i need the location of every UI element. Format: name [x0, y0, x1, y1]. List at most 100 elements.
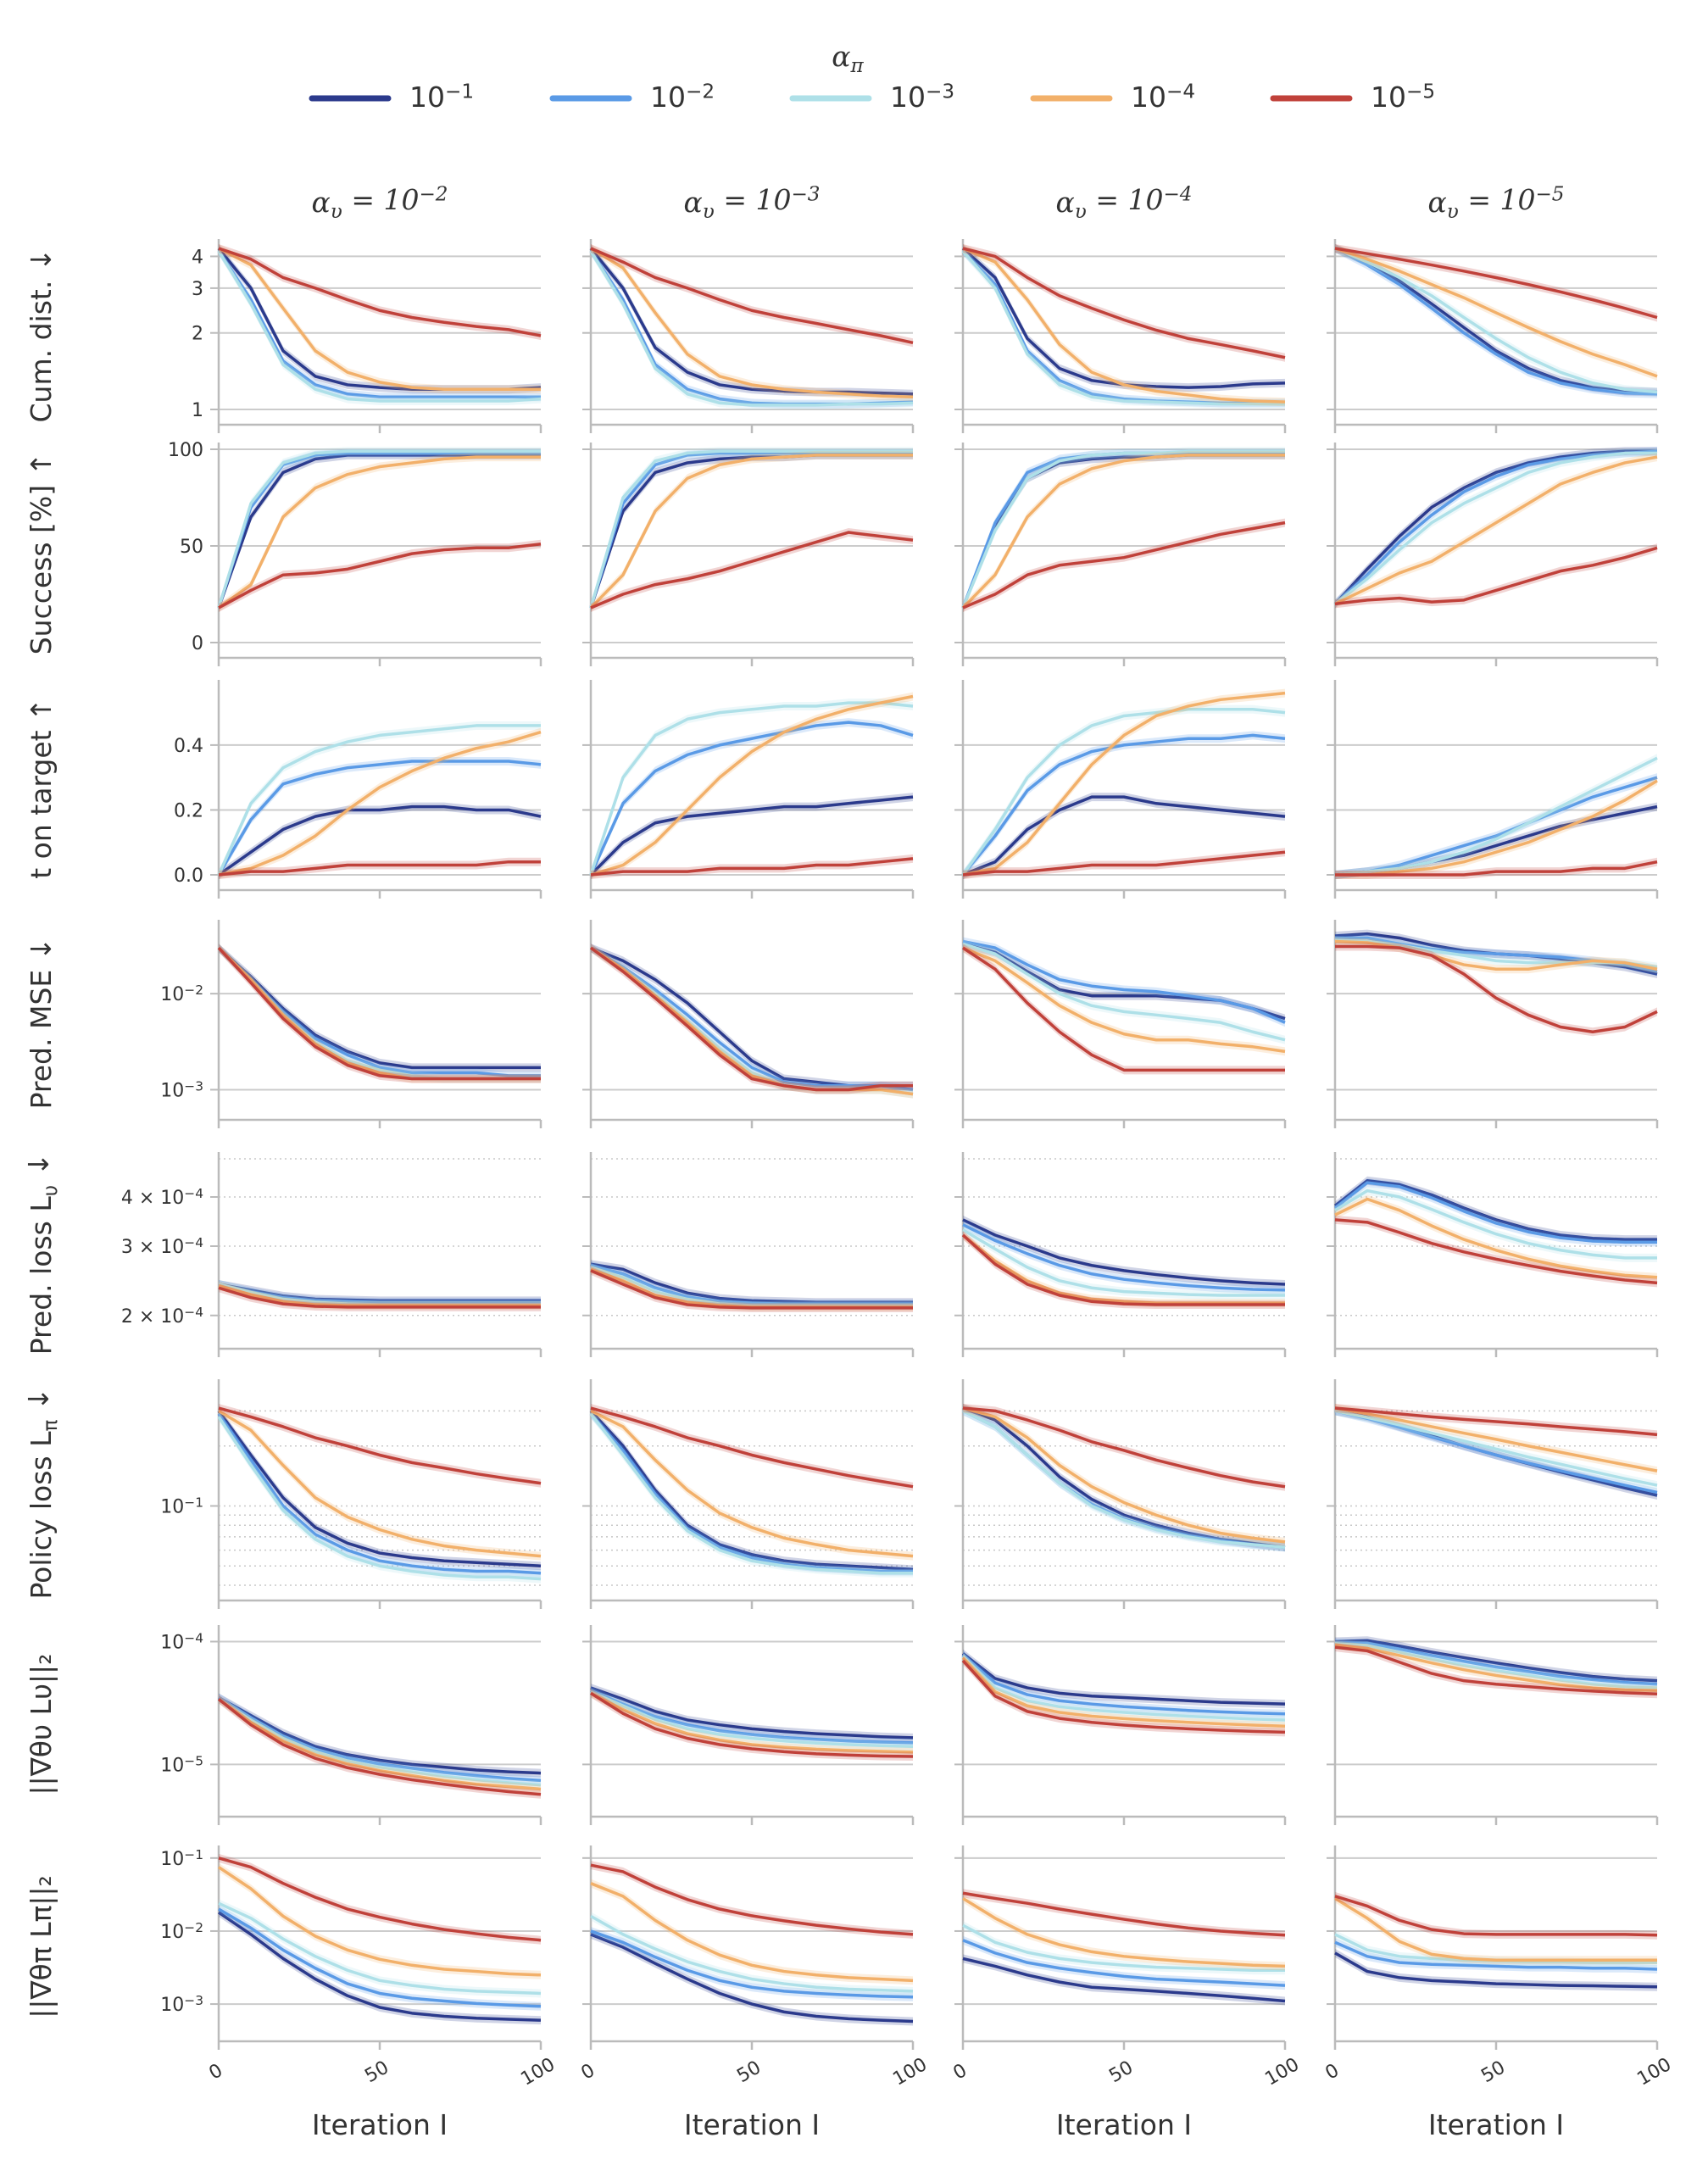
text-span: −2 [686, 81, 715, 103]
series-line-2 [961, 733, 1286, 877]
panel-r7-c4 [1327, 1625, 1659, 1825]
text-span: 10 [1131, 81, 1166, 114]
series-line-2 [218, 1907, 542, 2008]
legend-label-1: 10−1 [409, 81, 474, 114]
column-title-2: αυ = 10−3 [683, 183, 820, 223]
text-span: −1 [445, 81, 474, 103]
text-span: −5 [1535, 184, 1564, 206]
series-band-4 [1335, 937, 1657, 974]
text-span: 1 [192, 400, 203, 421]
column-title-3: αυ = 10−4 [1055, 183, 1192, 223]
series-line-3 [589, 250, 914, 407]
series-band-3 [963, 1406, 1285, 1552]
series-band-2 [1335, 773, 1657, 879]
series-line-5 [218, 1856, 542, 1942]
row-ylabel-5: Pred. loss Lυ ↓ [22, 1153, 62, 1355]
panel-r2-c3 [954, 443, 1287, 666]
series-line-4 [1334, 1406, 1658, 1472]
text-span: ||∇θυ Lυ||₂ [25, 1653, 58, 1795]
series-line-2 [1334, 1940, 1658, 1971]
series-line-5 [590, 1269, 913, 1310]
series-band-5 [591, 1689, 913, 1762]
series-line-2 [1333, 1181, 1657, 1244]
series-line-3 [961, 249, 1285, 406]
series-line-2 [590, 1264, 913, 1305]
series-line-5 [218, 1286, 541, 1309]
series-line-4 [590, 694, 914, 877]
text-span: = 10 [1087, 183, 1164, 216]
series-line-4 [589, 454, 913, 610]
text-span: α [311, 186, 330, 219]
text-span: = 10 [1459, 183, 1536, 216]
panel-r8-c2 [582, 1845, 915, 2050]
y-tick-label: 10−3 [160, 1079, 203, 1102]
series-line-3 [1334, 756, 1658, 877]
series-line-5 [217, 946, 541, 1081]
text-span: −4 [184, 1305, 203, 1320]
series-band-2 [219, 448, 541, 612]
text-span: −5 [1406, 81, 1435, 103]
column-title-4: αυ = 10−5 [1427, 183, 1564, 223]
legend-label-3: 10−3 [890, 81, 954, 114]
legend-label-2: 10−2 [650, 81, 715, 114]
panel-r8-c1: 10−310−210−1 [160, 1845, 542, 2050]
text-span: 2 [192, 324, 203, 345]
series-line-5 [218, 860, 541, 877]
series-band-3 [1335, 1186, 1657, 1262]
series-band-3 [963, 1651, 1285, 1724]
panel-r8-c4 [1327, 1845, 1659, 2050]
text-span: 10 [160, 1922, 184, 1943]
series-line-1 [1333, 449, 1657, 605]
series-line-1 [1334, 247, 1658, 394]
series-line-5 [1334, 1895, 1658, 1937]
series-band-5 [963, 518, 1285, 612]
series-line-1 [589, 247, 914, 396]
series-line-3 [589, 449, 913, 609]
series-band-3 [219, 1899, 541, 1998]
series-line-4 [1334, 1896, 1657, 1962]
series-band-4 [963, 1653, 1285, 1731]
panel-r1-c1: 1 2 3 4 [192, 239, 542, 433]
series-line-5 [218, 542, 542, 610]
series-line-4 [1335, 779, 1658, 877]
series-line-2 [589, 1412, 913, 1573]
text-span: 2 × 10 [121, 1306, 184, 1328]
series-line-4 [590, 1882, 914, 1983]
text-span: π [850, 55, 865, 77]
series-band-5 [219, 243, 541, 341]
series-line-5 [962, 1406, 1286, 1489]
text-span: 10 [1371, 81, 1406, 114]
panel-r2-c1: 0 50 100 [168, 440, 542, 666]
series-band-1 [963, 1954, 1285, 2006]
text-span: 10 [160, 1995, 184, 2016]
x-tick-label: 100 [1261, 2054, 1303, 2090]
series-line-4 [962, 946, 1286, 1054]
series-line-2 [1334, 1409, 1658, 1495]
panel-r6-c2 [582, 1379, 915, 1609]
panel-r2-c4 [1327, 443, 1659, 666]
text-span: 0.2 [174, 800, 203, 821]
text-span: −1 [184, 1495, 203, 1511]
y-tick-label: 50 [180, 537, 203, 558]
series-band-1 [591, 1929, 913, 2026]
series-line-5 [590, 1691, 914, 1758]
text-span: 10 [890, 81, 926, 114]
series-line-2 [218, 1696, 542, 1783]
series-line-1 [590, 1933, 914, 2023]
x-tick-label: 100 [517, 2054, 559, 2090]
panel-r8-c3 [954, 1845, 1287, 2050]
panel-r5-c1: 2 × 10−43 × 10−44 × 10−4 [121, 1152, 542, 1357]
series-band-5 [1335, 1891, 1657, 1940]
panel-r1-c4 [1327, 239, 1659, 433]
series-band-1 [963, 1215, 1285, 1289]
text-span: 4 [192, 247, 203, 268]
text-span: 4 × 10 [121, 1188, 184, 1209]
text-span: Pred. loss L [25, 1196, 58, 1355]
y-tick-label: 0.0 [174, 866, 203, 887]
row-ylabel-6: Policy loss Lπ ↓ [22, 1387, 62, 1599]
series-line-2 [217, 250, 541, 398]
y-tick-label: 1 [192, 400, 203, 421]
panel-r6-c3 [954, 1379, 1287, 1609]
